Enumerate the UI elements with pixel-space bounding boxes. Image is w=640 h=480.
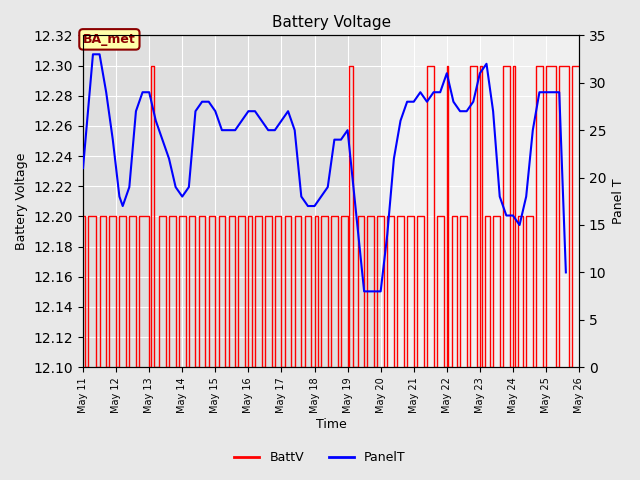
X-axis label: Time: Time	[316, 419, 346, 432]
Legend: BattV, PanelT: BattV, PanelT	[229, 446, 411, 469]
Y-axis label: Battery Voltage: Battery Voltage	[15, 153, 28, 250]
Y-axis label: Panel T: Panel T	[612, 179, 625, 224]
Text: BA_met: BA_met	[83, 33, 136, 46]
Title: Battery Voltage: Battery Voltage	[271, 15, 390, 30]
Bar	[83, 36, 381, 367]
